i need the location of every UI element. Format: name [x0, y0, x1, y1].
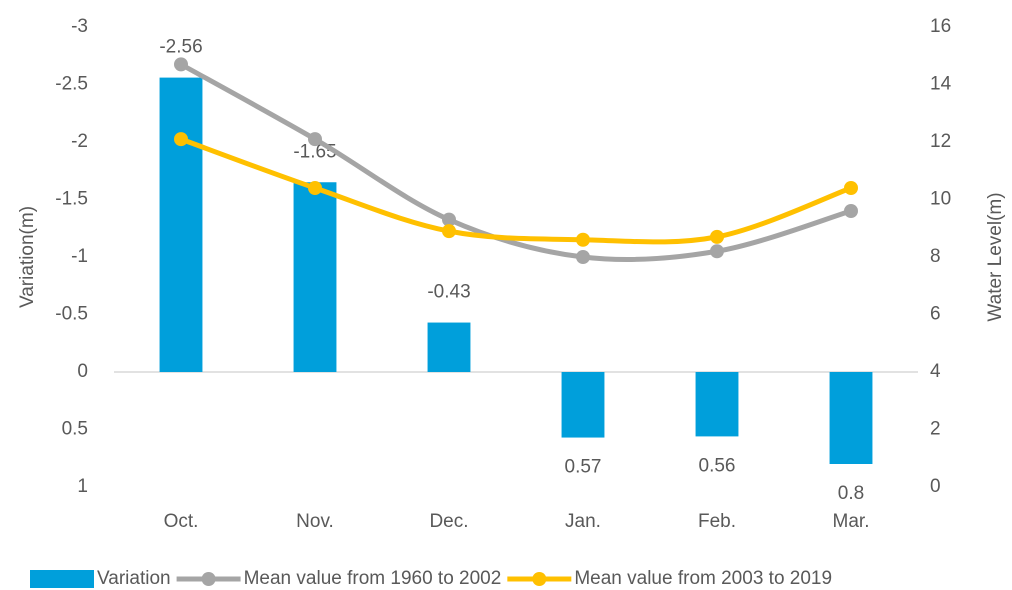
y2-tick-label: 10	[930, 189, 951, 210]
y-tick-label: 0.5	[62, 419, 88, 440]
legend-label: Mean value from 1960 to 2002	[244, 568, 502, 589]
marker	[174, 132, 188, 147]
x-tick-label: Dec.	[429, 511, 468, 532]
marker	[844, 181, 858, 195]
y2-tick-label: 16	[930, 16, 951, 37]
y2-axis-title: Water Level(m)	[985, 192, 1006, 321]
x-tick-label: Mar.	[833, 511, 870, 532]
data-label: -0.43	[427, 282, 470, 303]
marker	[308, 132, 322, 147]
y2-tick-label: 6	[930, 304, 941, 325]
line	[178, 61, 854, 263]
legend-marker	[201, 572, 216, 586]
bar	[159, 77, 203, 372]
marker	[576, 232, 590, 247]
y-tick-label: -2	[71, 131, 88, 152]
legend-label: Variation	[97, 568, 171, 589]
legend-label: Mean value from 2003 to 2019	[574, 568, 832, 589]
y2-tick-label: 14	[930, 74, 952, 95]
bar	[293, 182, 337, 372]
marker	[576, 250, 590, 264]
data-label: 0.57	[565, 457, 602, 478]
line	[178, 136, 854, 245]
data-label: 0.56	[699, 455, 736, 476]
x-tick-label: Jan.	[565, 511, 601, 532]
y2-tick-label: 12	[930, 131, 951, 152]
y2-tick-label: 8	[930, 246, 941, 267]
marker	[710, 229, 724, 244]
y-tick-label: -2.5	[55, 74, 88, 95]
marker	[844, 204, 858, 218]
y2-tick-label: 0	[930, 476, 941, 497]
y-tick-label: -1.5	[55, 189, 88, 210]
marker	[174, 57, 188, 72]
x-tick-label: Nov.	[296, 511, 334, 532]
data-label: 0.8	[838, 483, 864, 504]
y-tick-label: 1	[77, 476, 88, 497]
bar	[427, 322, 471, 372]
data-label: -2.56	[159, 37, 202, 58]
bar	[829, 372, 873, 464]
x-tick-label: Feb.	[698, 511, 736, 532]
marker	[710, 244, 724, 259]
legend-swatch	[30, 570, 94, 588]
y-tick-label: -3	[71, 16, 88, 37]
marker	[442, 212, 456, 227]
bar	[561, 372, 605, 438]
y-tick-label: -1	[71, 246, 88, 267]
y-tick-label: -0.5	[55, 304, 88, 325]
marker	[308, 181, 322, 195]
y2-tick-label: 4	[930, 361, 941, 382]
bar	[695, 372, 739, 437]
y2-tick-label: 2	[930, 419, 941, 440]
legend-marker	[532, 572, 547, 586]
x-tick-label: Oct.	[164, 511, 199, 532]
y-tick-label: 0	[77, 361, 88, 382]
marker	[442, 224, 456, 239]
y-axis-title: Variation(m)	[17, 206, 38, 308]
